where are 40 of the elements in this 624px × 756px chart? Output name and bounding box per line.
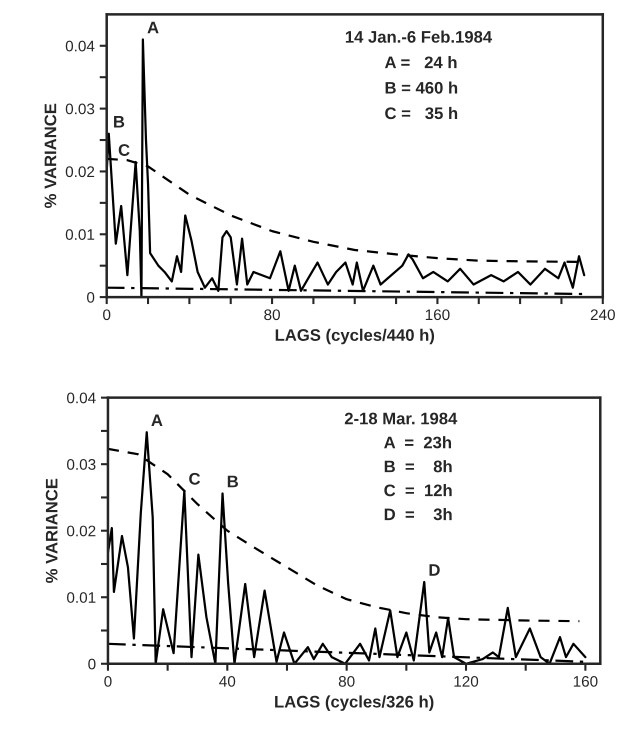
annotation: D = 3h (384, 508, 452, 520)
annotation: 2-18 Mar. 1984 (344, 412, 458, 424)
annotation: B = 8h (384, 460, 452, 472)
x-tick-label: 120 (454, 676, 478, 687)
annotation: D (430, 564, 440, 576)
y-tick-label: 0.03 (67, 459, 96, 470)
annotation: 14 Jan.-6 Feb.1984 (346, 30, 492, 43)
x-tick-label: 0 (103, 309, 110, 320)
y-tick-label: 0.01 (67, 592, 96, 603)
y-tick-label: 0.02 (66, 166, 94, 178)
y-tick-label: 0.04 (67, 392, 96, 404)
x-tick-label: 80 (264, 309, 280, 320)
annotation: C (118, 144, 130, 156)
annotation: B (228, 476, 238, 488)
y-tick-label: 0.02 (67, 526, 96, 536)
annotation: A (147, 22, 159, 34)
annotation: A = 24 h (384, 56, 456, 68)
y-axis-title: % VARIANCE (44, 104, 56, 208)
x-axis-title: LAGS (cycles/326 h) (275, 695, 434, 711)
annotation: C (189, 472, 200, 485)
x-tick-label: 0 (104, 676, 112, 687)
x-tick-label: 240 (590, 309, 615, 320)
line-series (108, 431, 586, 664)
y-tick-label: 0 (88, 658, 96, 670)
annotation: B = 460 h (386, 81, 458, 94)
y-tick-label: 0.03 (66, 103, 94, 114)
x-axis-title: LAGS (cycles/440 h) (276, 328, 434, 344)
annotation: A = 23h (384, 436, 452, 448)
annotation: A (151, 414, 163, 426)
x-tick-label: 160 (426, 309, 450, 320)
x-tick-label: 160 (574, 676, 598, 687)
x-tick-label: 40 (219, 676, 236, 687)
y-tick-label: 0.04 (66, 40, 94, 52)
annotation: C = 35 h (385, 106, 458, 120)
annotation: B (114, 116, 124, 128)
y-tick-label: 0 (87, 292, 94, 303)
y-tick-label: 0.01 (66, 229, 94, 240)
y-axis-title: % VARIANCE (46, 478, 58, 583)
x-tick-label: 80 (338, 676, 355, 687)
annotation: C = 12h (384, 484, 452, 496)
